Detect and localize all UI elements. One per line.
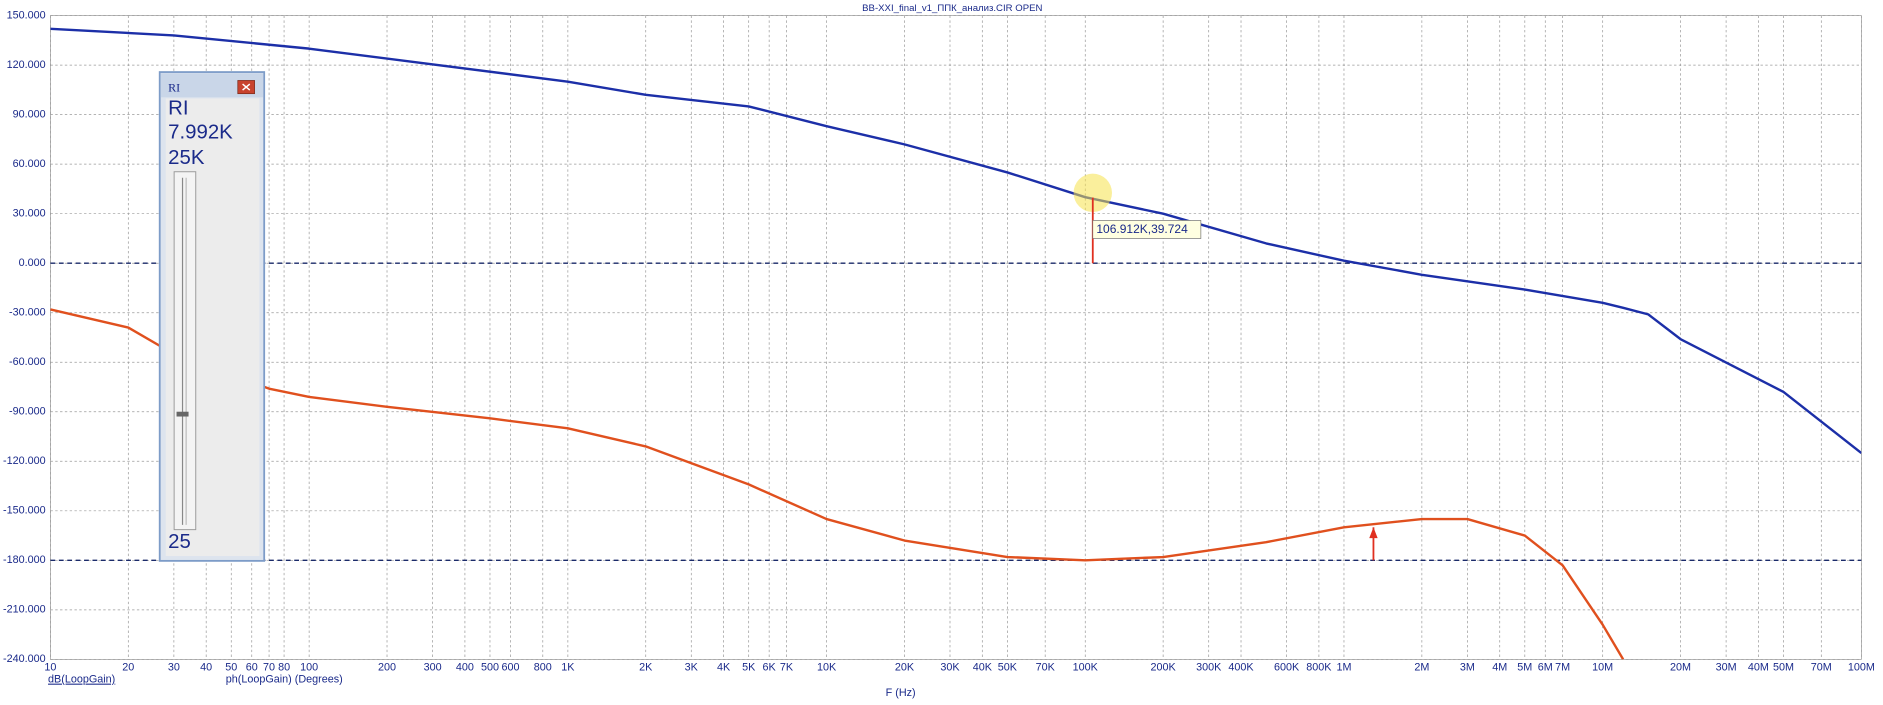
y-tick-label: -240.000 bbox=[3, 653, 46, 665]
y-tick-label: -180.000 bbox=[3, 554, 46, 566]
legend-entry: dB(LoopGain) bbox=[48, 674, 115, 686]
x-tick-label: 70K bbox=[1036, 662, 1056, 674]
param-name: RI bbox=[168, 98, 188, 120]
y-tick-label: 30.000 bbox=[13, 208, 46, 220]
y-tick-label: -210.000 bbox=[3, 604, 46, 616]
x-tick-label: 80 bbox=[278, 662, 290, 674]
slider-thumb[interactable] bbox=[176, 411, 189, 417]
x-tick-label: 600 bbox=[501, 662, 519, 674]
x-tick-label: 20 bbox=[122, 662, 134, 674]
x-tick-label: 60 bbox=[246, 662, 258, 674]
x-tick-label: 20M bbox=[1670, 662, 1691, 674]
x-tick-label: 1M bbox=[1336, 662, 1351, 674]
chart-title: BB-XXI_final_v1_ППК_анализ.CIR OPEN bbox=[862, 3, 1042, 14]
cursor-arrow bbox=[1369, 527, 1378, 539]
y-tick-label: 120.000 bbox=[7, 59, 46, 71]
x-tick-label: 200 bbox=[378, 662, 396, 674]
x-tick-label: 400K bbox=[1228, 662, 1254, 674]
x-tick-label: 100K bbox=[1073, 662, 1099, 674]
x-tick-label: 300 bbox=[424, 662, 442, 674]
x-tick-label: 400 bbox=[456, 662, 474, 674]
x-tick-label: 30 bbox=[168, 662, 180, 674]
y-tick-label: -150.000 bbox=[3, 505, 46, 517]
y-tick-label: 150.000 bbox=[7, 9, 46, 21]
x-tick-label: 30K bbox=[940, 662, 960, 674]
x-tick-label: 40M bbox=[1748, 662, 1769, 674]
y-tick-label: 0.000 bbox=[19, 257, 46, 269]
x-tick-label: 40 bbox=[200, 662, 212, 674]
x-tick-label: 200K bbox=[1151, 662, 1177, 674]
x-tick-label: 300K bbox=[1196, 662, 1222, 674]
x-tick-label: 800K bbox=[1306, 662, 1332, 674]
y-tick-label: 60.000 bbox=[13, 158, 46, 170]
plot-area bbox=[50, 15, 1862, 660]
x-tick-label: 1K bbox=[561, 662, 575, 674]
y-tick-label: -90.000 bbox=[9, 406, 46, 418]
x-tick-label: 7K bbox=[780, 662, 794, 674]
x-tick-label: 50 bbox=[225, 662, 237, 674]
x-tick-label: 5M bbox=[1517, 662, 1532, 674]
x-tick-label: 10M bbox=[1592, 662, 1613, 674]
param-min: 25 bbox=[168, 531, 191, 553]
cursor-glow bbox=[1073, 173, 1112, 213]
series-line bbox=[50, 308, 1625, 660]
x-tick-label: 100 bbox=[300, 662, 318, 674]
x-tick-label: 2K bbox=[639, 662, 653, 674]
x-tick-label: 50M bbox=[1773, 662, 1794, 674]
x-tick-label: 10 bbox=[44, 662, 56, 674]
y-tick-label: 90.000 bbox=[13, 109, 46, 121]
x-tick-label: 70 bbox=[263, 662, 275, 674]
x-tick-label: 100M bbox=[1848, 662, 1875, 674]
slider-track[interactable] bbox=[173, 171, 197, 531]
y-tick-label: -120.000 bbox=[3, 455, 46, 467]
x-tick-label: 6K bbox=[763, 662, 777, 674]
x-tick-label: 7M bbox=[1555, 662, 1570, 674]
panel-title: RI bbox=[168, 81, 180, 95]
y-tick-label: -60.000 bbox=[9, 356, 46, 368]
tooltip-text: 106.912K,39.724 bbox=[1096, 222, 1188, 236]
x-tick-label: 30M bbox=[1716, 662, 1737, 674]
x-tick-label: 20K bbox=[895, 662, 915, 674]
y-tick-label: -30.000 bbox=[9, 307, 46, 319]
x-axis-label: F (Hz) bbox=[886, 687, 916, 699]
x-tick-label: 500 bbox=[481, 662, 499, 674]
x-tick-label: 2M bbox=[1414, 662, 1429, 674]
x-tick-label: 3M bbox=[1460, 662, 1475, 674]
x-tick-label: 70M bbox=[1811, 662, 1832, 674]
x-tick-label: 5K bbox=[742, 662, 756, 674]
legend-entry: ph(LoopGain) (Degrees) bbox=[226, 674, 343, 686]
series bbox=[50, 27, 1862, 454]
x-tick-label: 50K bbox=[998, 662, 1018, 674]
series-line bbox=[50, 27, 1862, 454]
x-tick-label: 4M bbox=[1492, 662, 1507, 674]
x-tick-label: 800 bbox=[534, 662, 552, 674]
x-tick-label: 6M bbox=[1538, 662, 1553, 674]
x-tick-label: 600K bbox=[1274, 662, 1300, 674]
x-tick-label: 3K bbox=[685, 662, 699, 674]
param-value: 7.992K bbox=[168, 122, 233, 144]
x-tick-label: 4K bbox=[717, 662, 731, 674]
param-max: 25K bbox=[168, 147, 205, 169]
close-icon bbox=[242, 83, 251, 91]
x-tick-label: 40K bbox=[973, 662, 993, 674]
series bbox=[50, 308, 1625, 660]
x-tick-label: 10K bbox=[817, 662, 837, 674]
tooltip-box bbox=[1092, 220, 1202, 239]
